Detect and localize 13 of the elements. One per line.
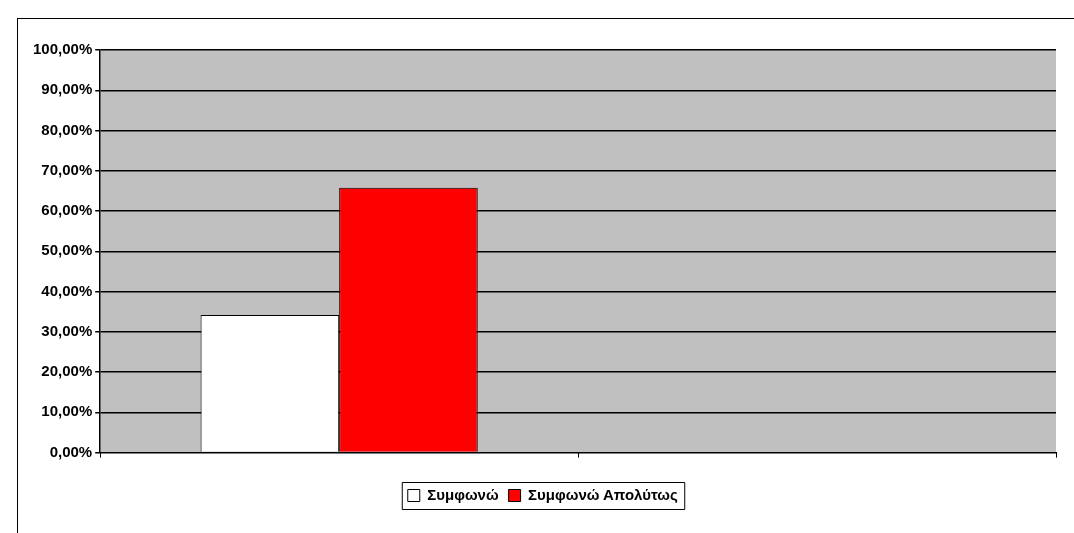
y-tick-label: 100,00% xyxy=(33,40,93,58)
y-tick-label: 50,00% xyxy=(41,241,93,259)
y-tick-label: 60,00% xyxy=(41,201,93,219)
legend-label: Συμφωνώ xyxy=(427,485,499,503)
y-tick-label: 30,00% xyxy=(41,321,93,339)
legend-label: Συμφωνώ Απολύτως xyxy=(528,485,678,503)
y-tick-label: 0,00% xyxy=(49,442,93,460)
y-tick-label: 90,00% xyxy=(41,80,93,98)
y-tick-label: 20,00% xyxy=(41,362,93,380)
y-tick-label: 80,00% xyxy=(41,120,93,138)
y-tick-label: 10,00% xyxy=(41,402,93,420)
y-tick-label: 70,00% xyxy=(41,160,93,178)
y-tick-label: 40,00% xyxy=(41,281,93,299)
